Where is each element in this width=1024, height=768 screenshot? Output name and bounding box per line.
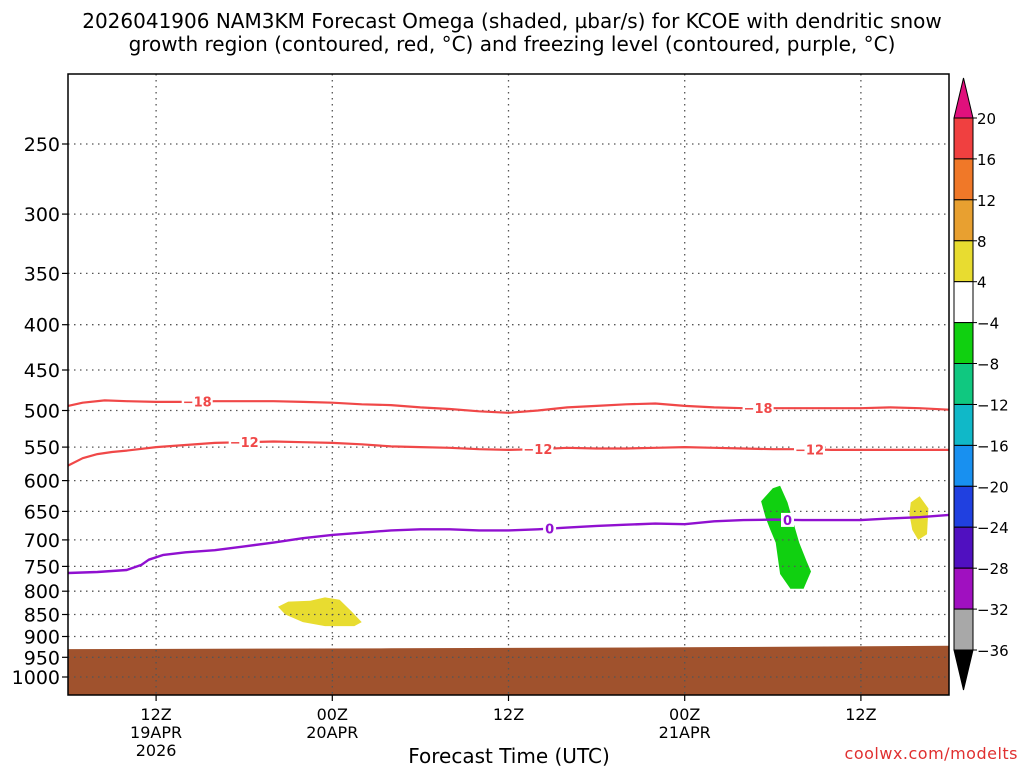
- grid-layer: [68, 74, 949, 695]
- contour-label--12: −12: [230, 436, 259, 451]
- y-tick-label: 650: [24, 501, 60, 523]
- x-tick-date: 20APR: [306, 723, 358, 742]
- colorbar: 20 16 12 8 4 −4 −8 −12 −16 −20 −24 −28 −32 −36: [953, 77, 1009, 691]
- colorbar-bin-5: [953, 322, 974, 365]
- y-tick-label: 500: [24, 401, 60, 423]
- contour-label-0: 0: [783, 514, 792, 529]
- x-tick-date: 19APR: [130, 723, 182, 742]
- x-tick-year: 2026: [136, 741, 177, 760]
- y-tick-label: 400: [24, 315, 60, 337]
- colorbar-label: −36: [977, 642, 1009, 660]
- contour-label-bg--18-0: [181, 394, 213, 409]
- colorbar-bin-12: [953, 608, 974, 651]
- x-tick-label: 12Z: [493, 705, 524, 724]
- colorbar-bin-9: [953, 485, 974, 528]
- contour--12: [67, 440, 949, 467]
- colorbar-bin-11: [953, 567, 974, 610]
- credit-link[interactable]: coolwx.com/modelts: [844, 744, 1018, 763]
- contour-label--12: −12: [523, 443, 552, 458]
- omega-region-2: [761, 485, 811, 589]
- colorbar-label: −32: [977, 601, 1009, 619]
- colorbar-label: 16: [977, 151, 996, 169]
- y-tick-label: 600: [24, 471, 60, 493]
- contour-label-bg--18-1: [742, 401, 774, 416]
- colorbar-bin-2: [953, 199, 974, 242]
- colorbar-bin-10: [953, 526, 974, 569]
- chart-title-line1: 2026041906 NAM3KM Forecast Omega (shaded…: [82, 9, 942, 33]
- x-tick-label: 00Z: [669, 705, 700, 724]
- terrain-layer: [68, 645, 949, 695]
- x-tick-date: 21APR: [659, 723, 711, 742]
- contour-label-bg-0-1: [781, 512, 794, 527]
- colorbar-bin-3: [953, 240, 974, 283]
- y-tick-label: 300: [24, 204, 60, 226]
- chart-title-line2: growth region (contoured, red, °C) and f…: [128, 32, 896, 56]
- colorbar-min-triangle: [953, 649, 974, 691]
- terrain-fill: [68, 645, 949, 695]
- colorbar-bin-6: [953, 363, 974, 405]
- y-tick-label: 550: [24, 437, 60, 459]
- colorbar-label: −12: [977, 397, 1009, 415]
- contour-label--18: −18: [183, 396, 212, 411]
- colorbar-bin-7: [953, 404, 974, 446]
- contour-label-0: 0: [545, 523, 554, 538]
- colorbar-bin-1: [953, 158, 974, 201]
- x-tick-label: 00Z: [317, 705, 348, 724]
- colorbar-label: −28: [977, 560, 1009, 578]
- colorbar-bin-8: [953, 444, 974, 487]
- colorbar-max-triangle: [953, 77, 974, 119]
- omega-region-1: [278, 597, 362, 627]
- contour-label-bg--12-2: [794, 442, 825, 457]
- colorbar-label: −20: [977, 478, 1009, 496]
- colorbar-label: 20: [977, 110, 996, 128]
- colorbar-label: −8: [977, 356, 999, 374]
- x-axis-title: Forecast Time (UTC): [408, 744, 610, 768]
- y-tick-label: 850: [24, 605, 60, 627]
- y-tick-label: 700: [24, 530, 60, 552]
- y-tick-label: 1000: [12, 667, 60, 689]
- y-tick-label: 450: [24, 360, 60, 382]
- omega-shading-layer: [278, 485, 929, 627]
- colorbar-bin-0: [953, 117, 974, 160]
- y-tick-label: 750: [24, 556, 60, 578]
- y-tick-label: 250: [24, 134, 60, 156]
- contour-label-bg--12-1: [522, 442, 554, 457]
- x-tick-label: 12Z: [845, 705, 876, 724]
- y-tick-label: 950: [24, 647, 60, 669]
- y-tick-label: 350: [24, 263, 60, 285]
- y-axis: 2503003504004505005506006507007508008509…: [12, 134, 68, 689]
- colorbar-label: −16: [977, 437, 1009, 455]
- contour-label--18: −18: [744, 402, 773, 417]
- colorbar-label: 4: [977, 274, 987, 292]
- plot-frame: [67, 73, 950, 696]
- x-tick-label: 12Z: [140, 705, 171, 724]
- contour-0: [67, 513, 950, 575]
- colorbar-label: −4: [977, 315, 999, 333]
- contour-label--12: −12: [795, 443, 824, 458]
- y-tick-label: 900: [24, 627, 60, 649]
- colorbar-label: 12: [977, 192, 996, 210]
- contour-label-bg--12-0: [228, 435, 260, 450]
- colorbar-label: 8: [977, 233, 987, 251]
- colorbar-bin-4: [953, 281, 974, 324]
- y-tick-label: 800: [24, 581, 60, 603]
- contour-label-bg-0-0: [543, 521, 557, 536]
- colorbar-label: −24: [977, 519, 1009, 537]
- contour-layer: −18 −18 −12 −12 −12 0 0: [67, 394, 950, 575]
